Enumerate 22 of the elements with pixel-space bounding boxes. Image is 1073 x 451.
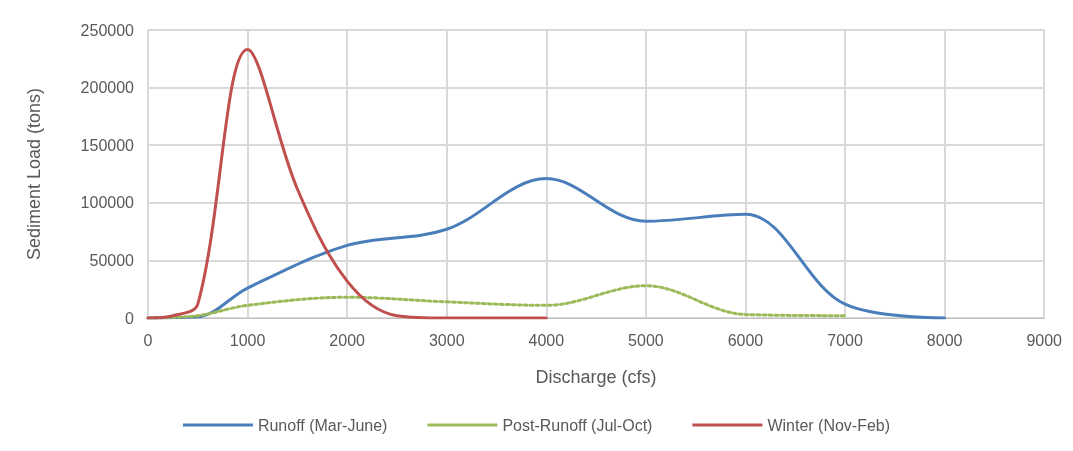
x-tick-label: 0 — [143, 331, 153, 349]
x-tick-label: 2000 — [329, 331, 366, 349]
x-tick-label: 5000 — [628, 331, 664, 349]
x-tick-label: 8000 — [926, 331, 963, 349]
line-series — [146, 48, 548, 320]
y-axis-title: Sediment Load (tons) — [24, 87, 44, 261]
x-tick-label: 1000 — [229, 331, 266, 349]
y-tick-label: 0 — [125, 309, 135, 327]
x-tick-label: 4000 — [528, 331, 565, 349]
y-tick-label: 200000 — [80, 79, 135, 97]
x-tick-label: 6000 — [727, 331, 764, 349]
x-tick-label: 9000 — [1026, 331, 1063, 349]
y-tick-label: 150000 — [80, 136, 135, 154]
legend-label: Winter (Nov-Feb) — [767, 416, 891, 434]
y-tick-label: 50000 — [89, 251, 135, 269]
x-axis-title: Discharge (cfs) — [535, 367, 657, 387]
y-tick-label: 250000 — [80, 21, 135, 39]
legend-label: Post-Runoff (Jul-Oct) — [502, 416, 653, 434]
x-tick-label: 7000 — [827, 331, 863, 349]
x-tick-label: 3000 — [428, 331, 465, 349]
legend-label: Runoff (Mar-June) — [257, 416, 388, 434]
y-tick-label: 100000 — [80, 194, 135, 212]
